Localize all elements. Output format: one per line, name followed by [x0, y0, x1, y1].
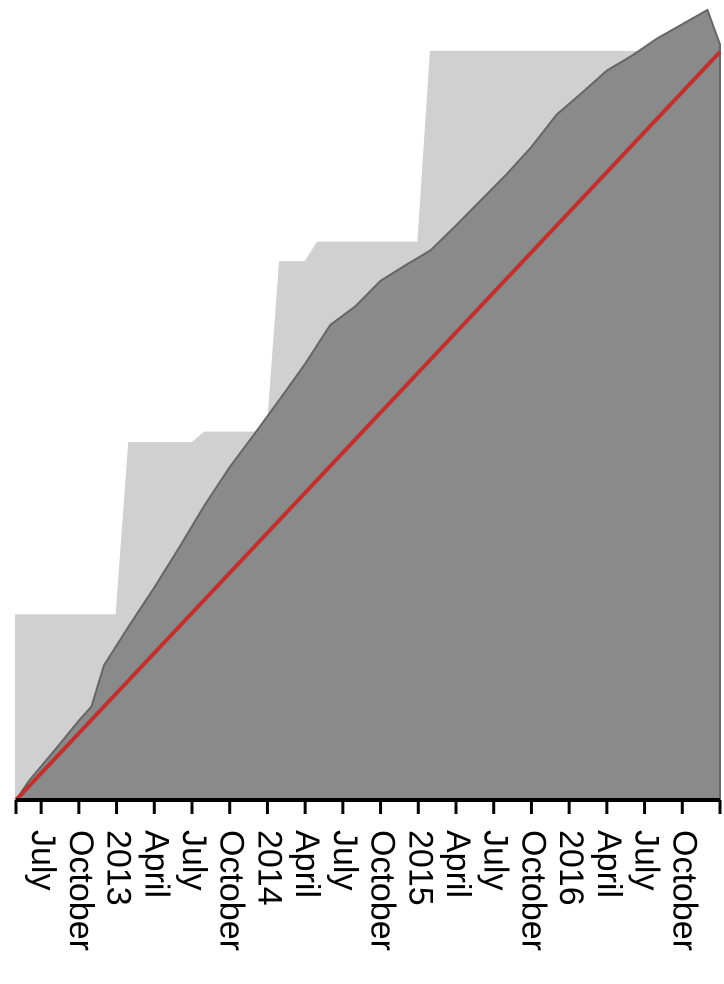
x-tick-label: October [514, 830, 552, 951]
x-tick-label: 2013 [100, 830, 138, 906]
x-tick-label: July [477, 830, 515, 890]
x-tick-label: July [326, 830, 364, 890]
line [14, 50, 722, 802]
x-tick-label: April [137, 830, 175, 898]
x-tick-label: April [439, 830, 477, 898]
x-tick-label: October [213, 830, 251, 951]
x-tick-label: July [628, 830, 666, 890]
x-tick-label: 2015 [401, 830, 439, 906]
x-tick-label: October [665, 830, 703, 951]
area [14, 8, 721, 801]
x-tick-label: April [288, 830, 326, 898]
x-tick-label: April [590, 830, 628, 898]
x-tick-label: 2014 [250, 830, 288, 906]
x-tick-label: 2016 [552, 830, 590, 906]
x-tick-label: July [24, 830, 62, 890]
x-tick-label: July [175, 830, 213, 890]
x-tick-label: October [62, 830, 100, 951]
x-tick-label: October [364, 830, 402, 951]
